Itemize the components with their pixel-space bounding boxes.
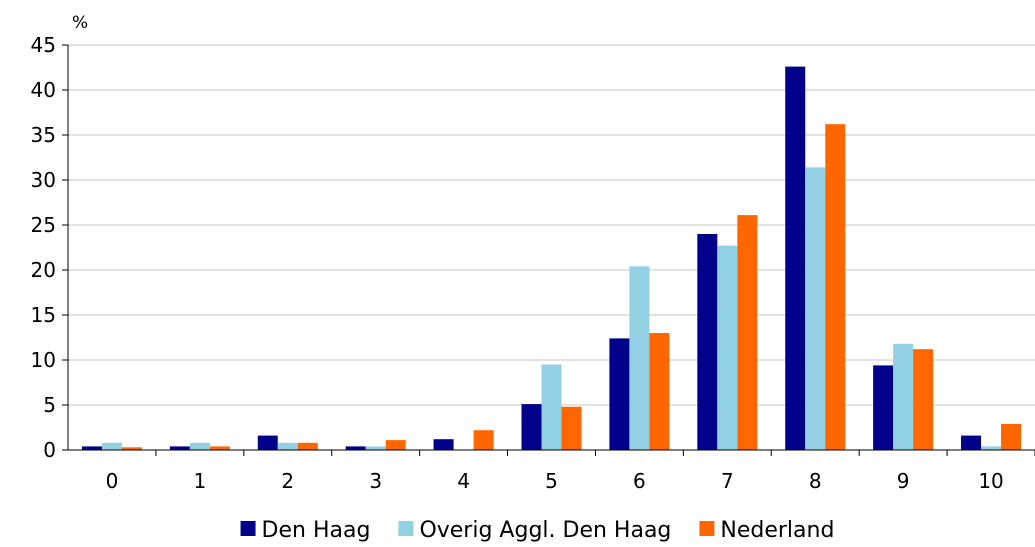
bar xyxy=(345,446,366,450)
bars xyxy=(81,66,1022,450)
legend-label: Den Haag xyxy=(262,518,371,543)
y-tick-label: 0 xyxy=(43,438,56,462)
bar xyxy=(169,446,190,450)
y-tick-label: 5 xyxy=(43,393,56,417)
bar xyxy=(717,245,738,450)
bar xyxy=(473,430,494,450)
y-tick-label: 35 xyxy=(31,123,56,147)
bar xyxy=(541,364,562,450)
x-tick-label: 1 xyxy=(193,469,206,493)
bar xyxy=(189,442,210,450)
x-tick-label: 7 xyxy=(721,469,734,493)
bar xyxy=(913,349,934,450)
bar xyxy=(609,338,630,450)
x-tick-label: 4 xyxy=(457,469,470,493)
bar xyxy=(257,435,278,450)
bar xyxy=(697,234,718,450)
gridlines xyxy=(68,44,1035,406)
legend: Den Haag Overig Aggl. Den Haag Nederland xyxy=(240,518,834,543)
x-tick-label: 6 xyxy=(633,469,646,493)
y-tick-label: 30 xyxy=(31,168,56,192)
bar xyxy=(277,442,298,450)
bar xyxy=(805,167,826,450)
bar xyxy=(365,446,386,450)
bar xyxy=(81,446,102,450)
x-tick-label: 9 xyxy=(897,469,910,493)
x-tick-label: 0 xyxy=(106,469,119,493)
y-tick-label: 15 xyxy=(31,303,56,327)
y-tick-label: 10 xyxy=(31,348,56,372)
legend-label: Overig Aggl. Den Haag xyxy=(419,518,671,543)
bar xyxy=(961,435,982,450)
legend-swatch xyxy=(699,521,715,536)
bar xyxy=(893,343,914,450)
bar xyxy=(209,446,230,450)
legend-swatch xyxy=(240,521,256,536)
bar xyxy=(385,440,406,450)
y-tick-label: 45 xyxy=(31,33,56,57)
bar xyxy=(629,266,650,450)
bar xyxy=(649,333,670,450)
x-tick-label: 3 xyxy=(369,469,382,493)
legend-label: Nederland xyxy=(720,518,834,543)
bar xyxy=(785,66,806,450)
bar xyxy=(433,439,454,450)
legend-swatch xyxy=(398,521,414,536)
y-tick-label: 40 xyxy=(31,78,56,102)
bar xyxy=(297,442,318,450)
x-tick-label: 10 xyxy=(978,469,1003,493)
bar xyxy=(101,442,122,450)
y-tick-label: 20 xyxy=(31,258,56,282)
x-tick-label: 8 xyxy=(809,469,822,493)
bar xyxy=(1001,423,1022,450)
x-tick-label: 2 xyxy=(281,469,294,493)
bar xyxy=(873,365,894,450)
bar xyxy=(825,124,846,450)
y-tick-label: 25 xyxy=(31,213,56,237)
y-axis-unit: % xyxy=(72,13,88,33)
bar xyxy=(121,447,142,450)
bar xyxy=(981,446,1002,450)
bar xyxy=(737,215,758,450)
bar xyxy=(521,404,542,450)
x-tick-label: 5 xyxy=(545,469,558,493)
bar xyxy=(561,406,582,450)
